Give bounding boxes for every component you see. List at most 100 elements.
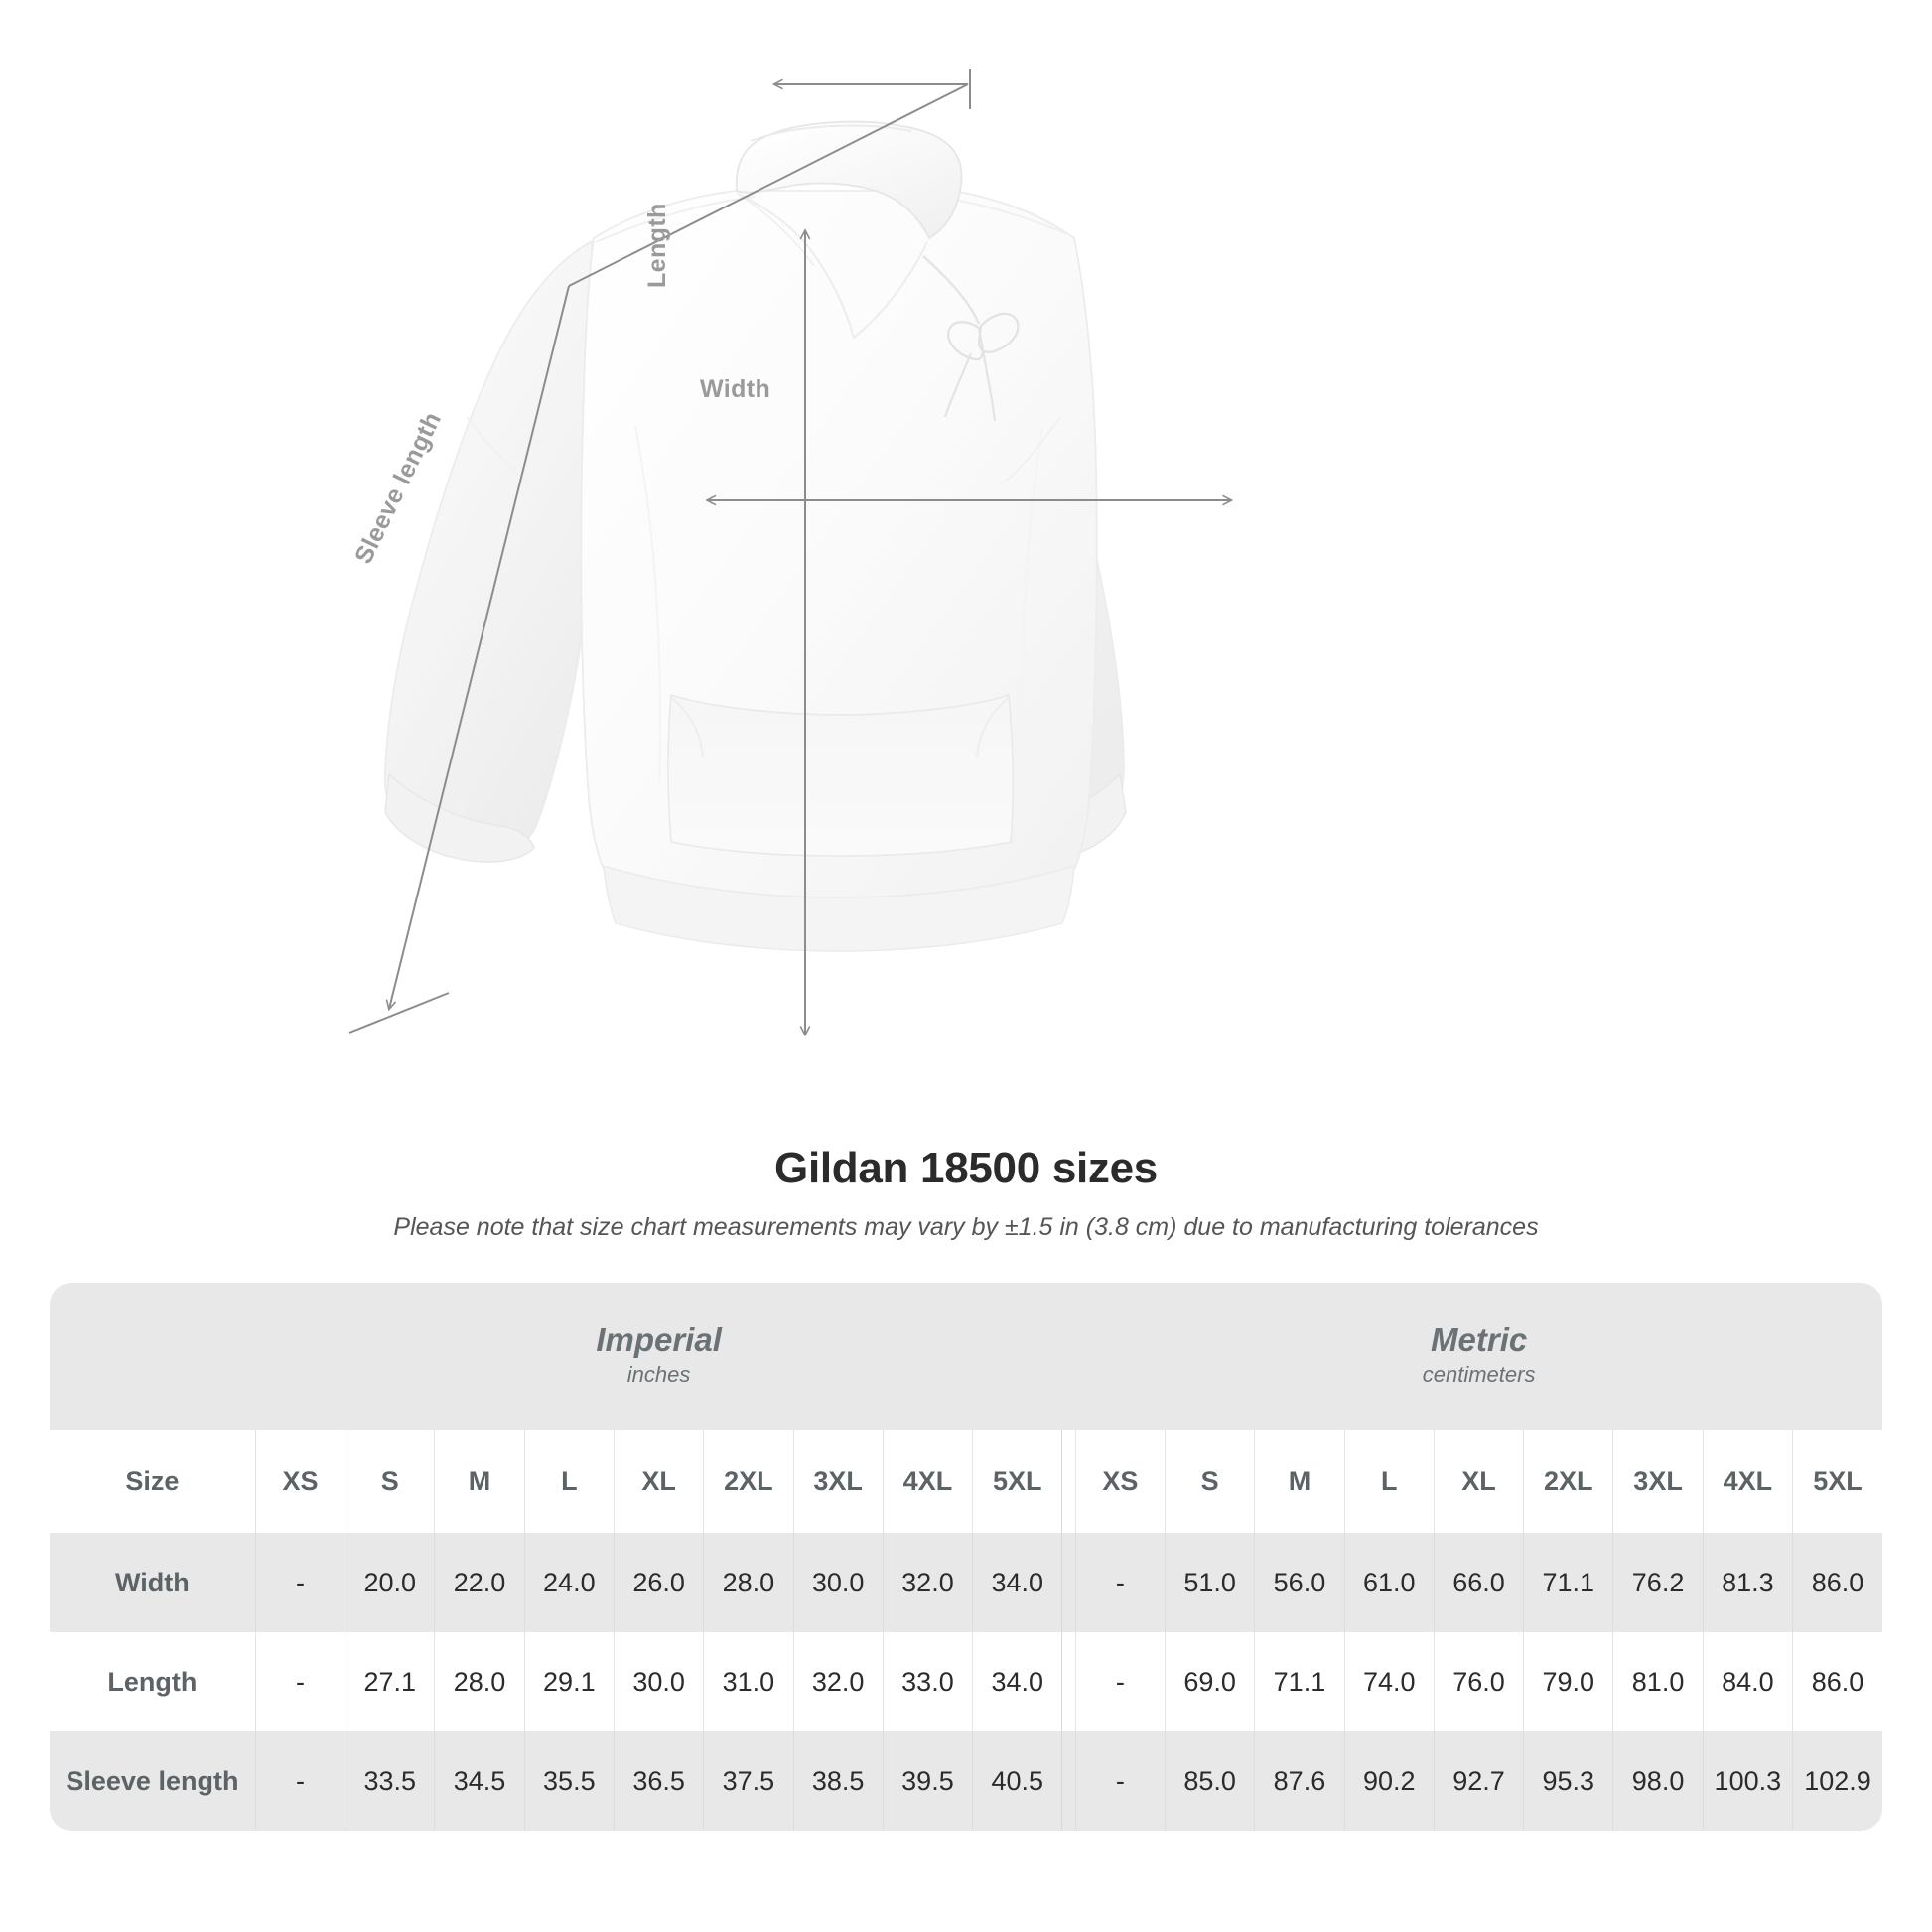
- cell-length-imperial-4xl: 33.0: [882, 1632, 973, 1731]
- size-header-imperial-xl: XL: [613, 1430, 704, 1533]
- size-header-metric-l: L: [1343, 1430, 1435, 1533]
- cell-width-metric-2xl: 71.1: [1523, 1533, 1613, 1632]
- unit-metric-name: Metric: [1431, 1320, 1528, 1358]
- cell-sleeve-metric-5xl: 102.9: [1791, 1731, 1882, 1831]
- cell-sleeve-imperial-l: 35.5: [523, 1731, 615, 1831]
- cell-length-imperial-xl: 30.0: [613, 1632, 704, 1731]
- cell-sleeve-metric-xl: 92.7: [1433, 1731, 1524, 1831]
- cell-length-imperial-2xl: 31.0: [703, 1632, 794, 1731]
- cell-sleeve-gap: [1061, 1731, 1076, 1831]
- size-header-imperial-4xl: 4XL: [882, 1430, 973, 1533]
- cell-width-imperial-2xl: 28.0: [703, 1533, 794, 1632]
- cell-sleeve-metric-l: 90.2: [1343, 1731, 1435, 1831]
- table-row-sleeve-length: Sleeve length - 33.5 34.5 35.5 36.5 37.5…: [50, 1731, 1882, 1831]
- cell-width-imperial-m: 22.0: [434, 1533, 525, 1632]
- cell-width-imperial-xl: 26.0: [613, 1533, 704, 1632]
- cell-width-metric-5xl: 86.0: [1791, 1533, 1882, 1632]
- size-header-imperial-5xl: 5XL: [972, 1430, 1062, 1533]
- cell-sleeve-imperial-xl: 36.5: [613, 1731, 704, 1831]
- cell-sleeve-imperial-xs: -: [254, 1731, 345, 1831]
- cell-width-metric-3xl: 76.2: [1612, 1533, 1704, 1632]
- tolerance-note: Please note that size chart measurements…: [393, 1213, 1539, 1241]
- cell-length-imperial-s: 27.1: [345, 1632, 435, 1731]
- cell-sleeve-imperial-m: 34.5: [434, 1731, 525, 1831]
- size-header-imperial-2xl: 2XL: [703, 1430, 794, 1533]
- cell-sleeve-metric-m: 87.6: [1254, 1731, 1345, 1831]
- size-header-metric-3xl: 3XL: [1612, 1430, 1704, 1533]
- row-label-length: Length: [50, 1632, 256, 1731]
- page-title: Gildan 18500 sizes: [774, 1144, 1158, 1192]
- cell-length-metric-m: 71.1: [1254, 1632, 1345, 1731]
- size-table: Imperial inches Metric centimeters Size …: [50, 1283, 1882, 1831]
- size-header-metric-5xl: 5XL: [1791, 1430, 1882, 1533]
- cell-width-imperial-s: 20.0: [345, 1533, 435, 1632]
- cell-sleeve-metric-3xl: 98.0: [1612, 1731, 1704, 1831]
- cell-length-metric-5xl: 86.0: [1791, 1632, 1882, 1731]
- cell-length-imperial-m: 28.0: [434, 1632, 525, 1731]
- length-label: Length: [643, 203, 671, 288]
- cell-sleeve-metric-2xl: 95.3: [1523, 1731, 1613, 1831]
- sleeve-length-leader: [568, 84, 969, 287]
- garment-diagram: Length Width Sleeve length: [348, 69, 1932, 1122]
- unit-banner-spacer: [50, 1283, 256, 1430]
- cell-width-metric-l: 61.0: [1343, 1533, 1435, 1632]
- table-row-width: Width - 20.0 22.0 24.0 26.0 28.0 30.0 32…: [50, 1533, 1882, 1632]
- unit-imperial-name: Imperial: [596, 1320, 722, 1358]
- cell-width-imperial-3xl: 30.0: [792, 1533, 884, 1632]
- cell-length-metric-xs: -: [1074, 1632, 1166, 1731]
- size-table-container: Imperial inches Metric centimeters Size …: [50, 1283, 1882, 1831]
- hoodie-illustration: [383, 120, 1127, 952]
- cell-sleeve-imperial-4xl: 39.5: [882, 1731, 973, 1831]
- size-header-imperial-l: L: [523, 1430, 615, 1533]
- size-header-metric-4xl: 4XL: [1702, 1430, 1793, 1533]
- unit-banner-row: Imperial inches Metric centimeters: [50, 1283, 1882, 1430]
- size-header-metric-m: M: [1254, 1430, 1345, 1533]
- cell-width-metric-s: 51.0: [1165, 1533, 1255, 1632]
- cell-width-gap: [1061, 1533, 1076, 1632]
- size-header-imperial-m: M: [434, 1430, 525, 1533]
- cell-width-imperial-xs: -: [254, 1533, 345, 1632]
- cell-width-metric-m: 56.0: [1254, 1533, 1345, 1632]
- cell-sleeve-metric-xs: -: [1074, 1731, 1166, 1831]
- size-header-metric-xl: XL: [1433, 1430, 1524, 1533]
- row-label-width: Width: [50, 1533, 256, 1632]
- size-header-imperial-xs: XS: [254, 1430, 345, 1533]
- cell-sleeve-metric-4xl: 100.3: [1702, 1731, 1793, 1831]
- row-label-sleeve-length: Sleeve length: [50, 1731, 256, 1831]
- cell-length-imperial-5xl: 34.0: [972, 1632, 1062, 1731]
- size-header-gap: [1061, 1430, 1076, 1533]
- table-row-length: Length - 27.1 28.0 29.1 30.0 31.0 32.0 3…: [50, 1632, 1882, 1731]
- cell-width-imperial-4xl: 32.0: [882, 1533, 973, 1632]
- size-header-metric-2xl: 2XL: [1523, 1430, 1613, 1533]
- cell-width-imperial-l: 24.0: [523, 1533, 615, 1632]
- cell-length-metric-xl: 76.0: [1433, 1632, 1524, 1731]
- cell-length-metric-2xl: 79.0: [1523, 1632, 1613, 1731]
- size-header-imperial-3xl: 3XL: [792, 1430, 884, 1533]
- cell-length-gap: [1061, 1632, 1076, 1731]
- cell-length-imperial-3xl: 32.0: [792, 1632, 884, 1731]
- cell-length-metric-4xl: 84.0: [1702, 1632, 1793, 1731]
- cell-width-metric-xs: -: [1074, 1533, 1166, 1632]
- unit-banner-gap: [1061, 1283, 1076, 1430]
- cell-length-metric-3xl: 81.0: [1612, 1632, 1704, 1731]
- cell-length-imperial-l: 29.1: [523, 1632, 615, 1731]
- size-header-imperial-s: S: [345, 1430, 435, 1533]
- cell-sleeve-imperial-5xl: 40.5: [972, 1731, 1062, 1831]
- size-header-metric-xs: XS: [1074, 1430, 1166, 1533]
- cell-width-metric-xl: 66.0: [1433, 1533, 1524, 1632]
- size-header-label: Size: [50, 1430, 256, 1533]
- cell-width-imperial-5xl: 34.0: [972, 1533, 1062, 1632]
- sleeve-length-dimension: [348, 285, 570, 1034]
- size-header-metric-s: S: [1165, 1430, 1255, 1533]
- cell-length-imperial-xs: -: [254, 1632, 345, 1731]
- unit-imperial: Imperial inches: [255, 1283, 1062, 1430]
- cell-sleeve-imperial-3xl: 38.5: [792, 1731, 884, 1831]
- cell-width-metric-4xl: 81.3: [1702, 1533, 1793, 1632]
- cell-length-metric-l: 74.0: [1343, 1632, 1435, 1731]
- unit-imperial-sub: inches: [626, 1362, 691, 1388]
- cell-sleeve-imperial-2xl: 37.5: [703, 1731, 794, 1831]
- cell-length-metric-s: 69.0: [1165, 1632, 1255, 1731]
- cell-sleeve-metric-s: 85.0: [1165, 1731, 1255, 1831]
- unit-metric-sub: centimeters: [1422, 1362, 1536, 1388]
